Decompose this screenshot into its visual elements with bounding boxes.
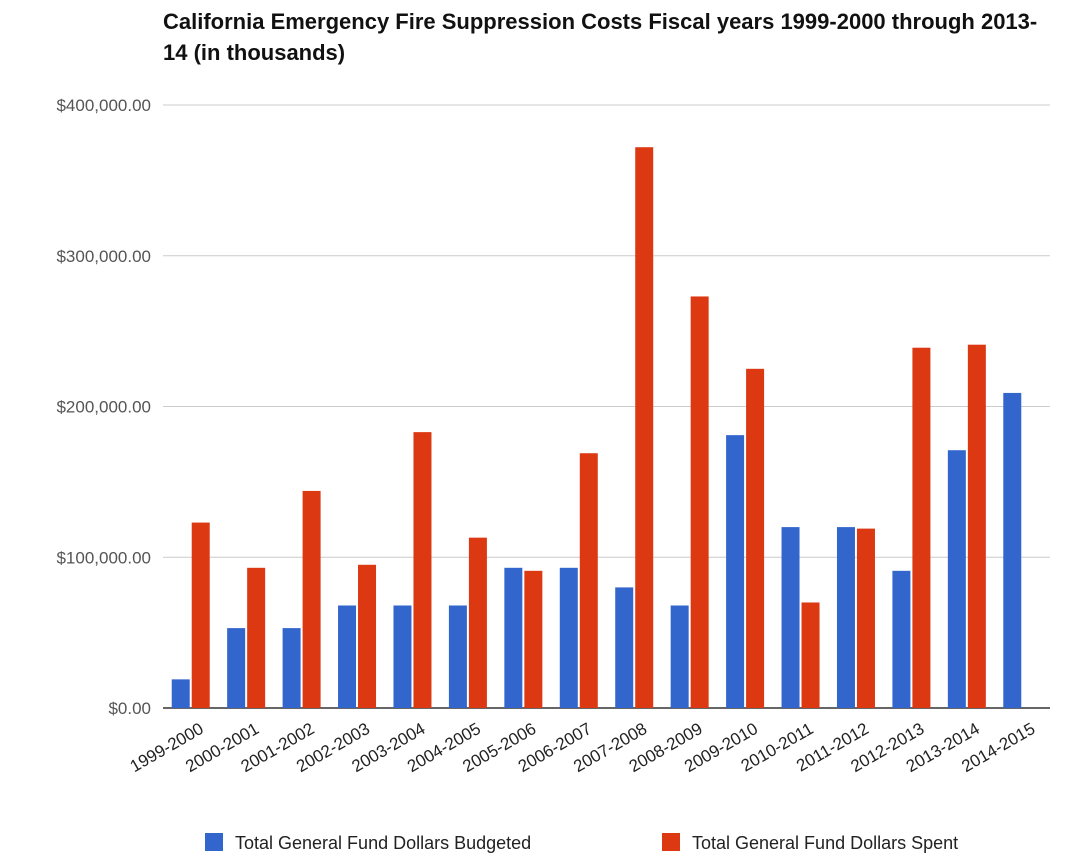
bar-spent (746, 368, 765, 708)
bar-spent (579, 453, 598, 708)
bar-spent (856, 528, 875, 708)
bar-spent (635, 147, 654, 708)
y-tick-label: $0.00 (108, 699, 151, 718)
bar-budgeted (393, 605, 412, 708)
legend-label: Total General Fund Dollars Budgeted (235, 833, 531, 853)
chart-title: California Emergency Fire Suppression Co… (163, 9, 1038, 65)
y-tick-label: $100,000.00 (56, 548, 151, 567)
bar-budgeted (726, 435, 745, 708)
legend-swatch (662, 833, 680, 851)
bar-budgeted (892, 570, 911, 708)
bar-spent (302, 490, 321, 708)
bar-spent (413, 432, 432, 708)
bar-budgeted (947, 450, 966, 708)
bar-budgeted (559, 567, 578, 708)
bar-spent (912, 347, 931, 708)
bar-budgeted (448, 605, 467, 708)
bar-budgeted (338, 605, 357, 708)
bar-budgeted (836, 527, 855, 708)
bar-budgeted (504, 567, 523, 708)
bar-budgeted (781, 527, 800, 708)
bar-budgeted (282, 628, 301, 708)
bar-spent (468, 537, 487, 708)
bar-spent (191, 522, 210, 708)
legend-swatch (205, 833, 223, 851)
bar-spent (967, 344, 986, 708)
y-tick-label: $300,000.00 (56, 247, 151, 266)
bar-spent (358, 564, 377, 708)
bar-spent (247, 567, 266, 708)
y-tick-label: $200,000.00 (56, 398, 151, 417)
y-tick-label: $400,000.00 (56, 96, 151, 115)
bar-budgeted (670, 605, 689, 708)
bar-spent (801, 602, 820, 708)
bar-budgeted (615, 587, 634, 708)
bar-budgeted (171, 679, 190, 708)
bar-spent (524, 570, 543, 708)
legend-label: Total General Fund Dollars Spent (692, 833, 958, 853)
bar-spent (690, 296, 709, 708)
bar-budgeted (1003, 392, 1022, 708)
bar-budgeted (227, 628, 246, 708)
